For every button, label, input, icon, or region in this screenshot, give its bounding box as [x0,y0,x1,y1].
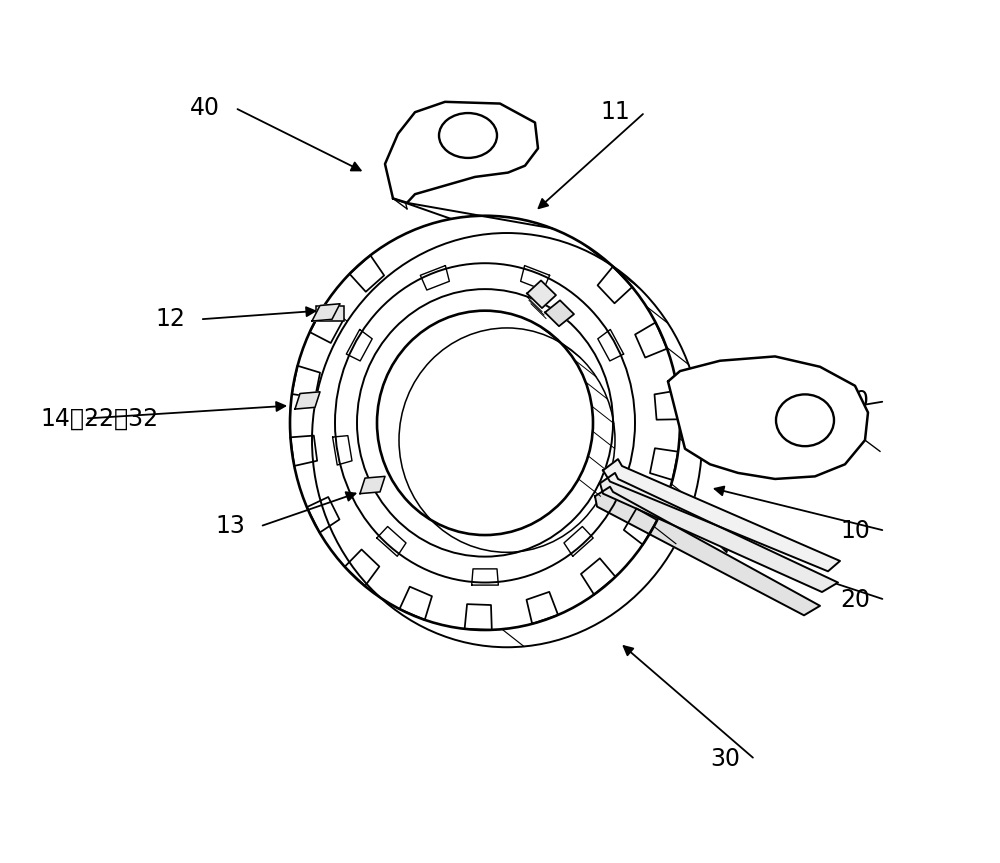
Ellipse shape [439,113,497,158]
Text: 13: 13 [215,514,245,539]
Text: 40: 40 [190,96,220,120]
Text: 20: 20 [840,588,870,612]
Text: 30: 30 [710,747,740,772]
Polygon shape [668,356,868,479]
Polygon shape [595,487,820,615]
Text: 10: 10 [840,519,870,543]
Text: 40: 40 [840,389,870,413]
Polygon shape [527,280,556,308]
Polygon shape [385,102,538,203]
Polygon shape [603,459,840,571]
Polygon shape [600,473,838,592]
Polygon shape [360,476,385,494]
Polygon shape [295,392,320,409]
Polygon shape [312,304,340,321]
Ellipse shape [776,394,834,446]
FancyBboxPatch shape [316,306,344,321]
Text: 12: 12 [155,307,185,331]
Text: 14、22、32: 14、22、32 [40,406,158,431]
Text: 11: 11 [600,100,630,124]
Polygon shape [545,300,574,326]
